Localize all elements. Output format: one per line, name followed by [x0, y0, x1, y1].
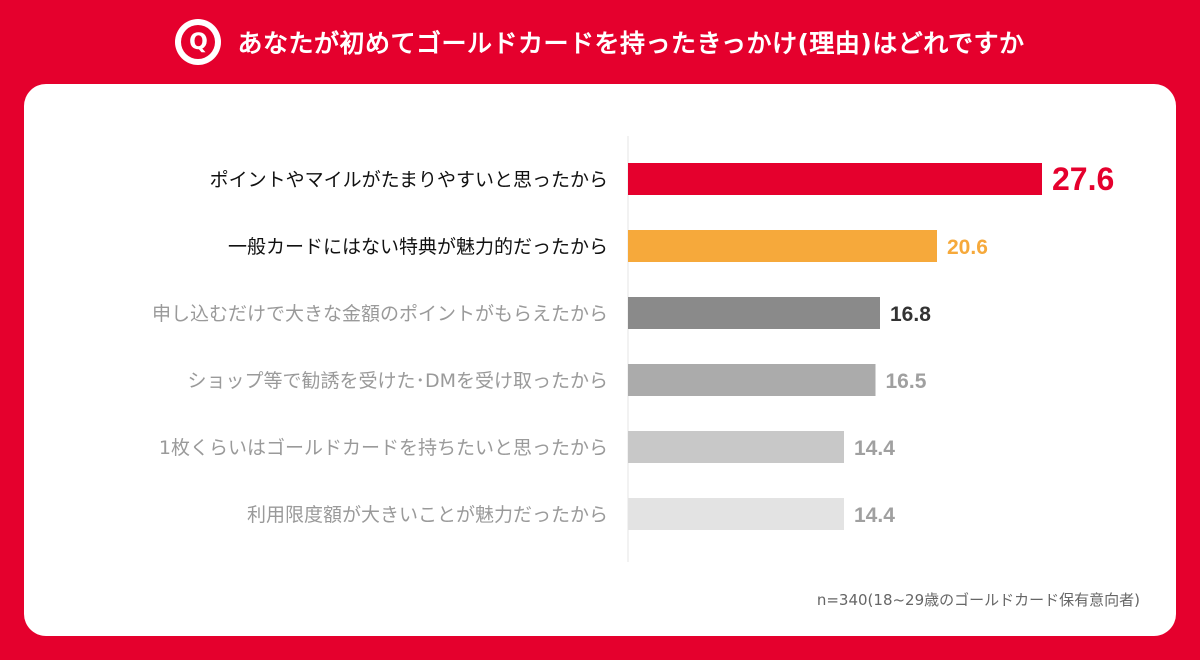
chart-bar	[628, 364, 876, 396]
chart-category-label: ポイントやマイルがたまりやすいと思ったから	[210, 169, 608, 191]
chart-bar	[628, 230, 937, 262]
chart-category-label: 利用限度額が大きいことが魅力だったから	[247, 504, 608, 526]
chart-value-label: 20.6	[947, 236, 988, 259]
header: Q あなたが初めてゴールドカードを持ったきっかけ(理由)はどれですか	[0, 0, 1200, 84]
chart-category-label: ショップ等で勧誘を受けた･DMを受け取ったから	[187, 370, 608, 392]
question-icon: Q	[175, 19, 222, 65]
chart-value-label: 14.4	[854, 504, 895, 527]
chart-value-label: 16.5	[886, 370, 927, 393]
chart-value-label: 16.8	[890, 303, 931, 326]
chart-value-label: 27.6	[1052, 161, 1114, 197]
chart-bar	[628, 297, 880, 329]
chart-panel: ポイントやマイルがたまりやすいと思ったから 27.6 一般カードにはない特典が魅力的…	[24, 84, 1176, 636]
chart-value-label: 14.4	[854, 437, 895, 460]
chart-category-label: 1枚くらいはゴールドカードを持ちたいと思ったから	[159, 437, 608, 459]
chart-bar	[628, 163, 1042, 195]
chart-category-label: 一般カードにはない特典が魅力的だったから	[228, 236, 608, 258]
chart-bar	[628, 498, 844, 530]
sample-footnote: n=340(18~29歳のゴールドカード保有意向者)	[816, 591, 1140, 609]
question-icon-letter: Q	[181, 25, 216, 59]
chart-category-label: 申し込むだけで大きな金額のポイントがもらえたから	[152, 303, 608, 325]
chart-bar	[628, 431, 844, 463]
bar-chart: ポイントやマイルがたまりやすいと思ったから 27.6 一般カードにはない特典が魅力的…	[152, 136, 1114, 562]
page-title: あなたが初めてゴールドカードを持ったきっかけ(理由)はどれですか	[237, 29, 1025, 58]
